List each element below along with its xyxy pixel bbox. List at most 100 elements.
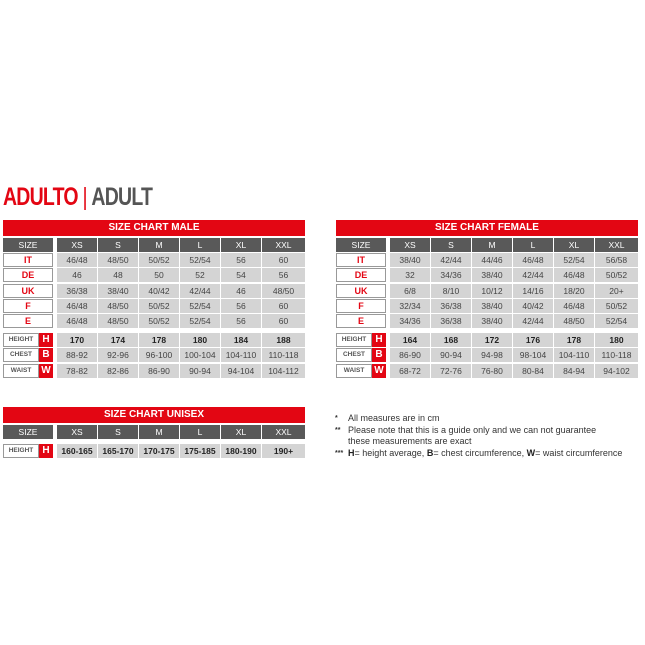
table-cell: 38/40 xyxy=(472,313,512,328)
table-cell: 46 xyxy=(57,268,97,283)
table-cell: 174 xyxy=(98,333,138,348)
region-label: F xyxy=(3,298,53,313)
table-cell: 14/16 xyxy=(513,283,553,298)
table-cell: 36/38 xyxy=(431,298,471,313)
region-label: DE xyxy=(3,268,53,283)
measure-label: WAIST W xyxy=(3,363,53,378)
table-cell: 48/50 xyxy=(98,313,138,328)
size-xxl: XXL xyxy=(262,238,305,252)
table-cell: 72-76 xyxy=(431,363,471,378)
table-cell: 104-112 xyxy=(262,363,305,378)
table-cell: 34/36 xyxy=(431,268,471,283)
note: ** Please note that this is a guide only … xyxy=(335,425,622,448)
table-cell: 176 xyxy=(513,333,553,348)
measure-name: CHEST xyxy=(3,348,39,363)
region-label: IT xyxy=(3,253,53,268)
table-cell: 48 xyxy=(98,268,138,283)
notes: * All measures are in cm ** Please note tha… xyxy=(335,413,622,459)
note-stars: * xyxy=(335,415,338,422)
measure-label: CHEST B xyxy=(336,348,386,363)
table-cell: 48/50 xyxy=(98,298,138,313)
note-key: B xyxy=(426,447,434,458)
table-cell: 104-110 xyxy=(554,348,594,363)
table-cell: 98-104 xyxy=(513,348,553,363)
size-header: SIZE xyxy=(336,238,386,252)
table-cell: 42/44 xyxy=(513,313,553,328)
table-cell: 38/40 xyxy=(98,283,138,298)
table-cell: 164 xyxy=(390,333,430,348)
size-header: SIZE xyxy=(3,238,53,252)
title-separator: | xyxy=(82,183,87,211)
table-cell: 90-94 xyxy=(180,363,220,378)
measure-row-waist: WAIST W 78-82 82-86 86-90 90-94 94-104 104-112 xyxy=(3,363,305,378)
table-cell: 56 xyxy=(221,253,261,268)
size-row-it: IT 38/40 42/44 44/46 46/48 52/54 56/58 xyxy=(336,253,638,268)
table-cell: 40/42 xyxy=(513,298,553,313)
table-cell: 172 xyxy=(472,333,512,348)
header-row: SIZE XS S M L XL XXL xyxy=(336,238,638,252)
table-cell: 180 xyxy=(595,333,638,348)
table-cell: 36/38 xyxy=(431,313,471,328)
table-cell: 50/52 xyxy=(139,298,179,313)
table-cell: 18/20 xyxy=(554,283,594,298)
table-cell: 190+ xyxy=(262,444,305,459)
size-chart-male: SIZE CHART MALE SIZE XS S M L XL XXL IT 46/48 48/5… xyxy=(3,220,305,379)
size-s: S xyxy=(98,238,138,252)
measure-name: CHEST xyxy=(336,348,372,363)
size-m: M xyxy=(139,425,179,439)
table-cell: 38/40 xyxy=(472,268,512,283)
table-cell: 178 xyxy=(139,333,179,348)
table-cell: 86-90 xyxy=(139,363,179,378)
table-cell: 54 xyxy=(221,268,261,283)
measure-label: HEIGHT H xyxy=(336,333,386,348)
table-cell: 56 xyxy=(221,298,261,313)
note-key: H xyxy=(348,447,355,458)
table-cell: 8/10 xyxy=(431,283,471,298)
note-desc: = waist circumference xyxy=(535,447,623,458)
measure-row-waist: WAIST W 68-72 72-76 76-80 80-84 84-94 94-102 xyxy=(336,363,638,378)
table-title: SIZE CHART FEMALE xyxy=(336,220,638,236)
table-cell: 46/48 xyxy=(554,268,594,283)
table-cell: 48/50 xyxy=(262,283,305,298)
table-cell: 175-185 xyxy=(180,444,220,459)
size-row-f: F 32/34 36/38 38/40 40/42 46/48 50/52 xyxy=(336,298,638,313)
page-title: ADULTO | ADULT xyxy=(3,183,153,212)
table-cell: 50/52 xyxy=(595,268,638,283)
table-cell: 60 xyxy=(262,253,305,268)
size-s: S xyxy=(98,425,138,439)
measure-label: CHEST B xyxy=(3,348,53,363)
region-label: F xyxy=(336,298,386,313)
note: *** H= height average, B= chest circumfer… xyxy=(335,448,622,460)
note-desc: = height average, xyxy=(354,447,427,458)
table-cell: 56/58 xyxy=(595,253,638,268)
size-row-de: DE 46 48 50 52 54 56 xyxy=(3,268,305,283)
table-cell: 46/48 xyxy=(57,298,97,313)
table-cell: 52/54 xyxy=(180,253,220,268)
table-cell: 52/54 xyxy=(180,298,220,313)
measure-label: HEIGHT H xyxy=(3,444,53,459)
size-l: L xyxy=(180,238,220,252)
table-cell: 82-86 xyxy=(98,363,138,378)
table-cell: 20+ xyxy=(595,283,638,298)
region-label: E xyxy=(336,313,386,328)
size-xl: XL xyxy=(221,425,261,439)
measure-key: H xyxy=(39,444,53,459)
measure-key: W xyxy=(39,363,53,378)
measure-name: HEIGHT xyxy=(3,333,39,348)
table-cell: 52 xyxy=(180,268,220,283)
table-cell: 50 xyxy=(139,268,179,283)
table-cell: 46 xyxy=(221,283,261,298)
table-cell: 34/36 xyxy=(390,313,430,328)
table-cell: 42/44 xyxy=(431,253,471,268)
measure-name: HEIGHT xyxy=(3,444,39,459)
table-cell: 48/50 xyxy=(554,313,594,328)
measure-key: H xyxy=(372,333,386,348)
table-cell: 110-118 xyxy=(262,348,305,363)
size-xs: XS xyxy=(57,425,97,439)
table-cell: 46/48 xyxy=(513,253,553,268)
size-l: L xyxy=(180,425,220,439)
table-cell: 46/48 xyxy=(57,253,97,268)
size-l: L xyxy=(513,238,553,252)
table-cell: 42/44 xyxy=(180,283,220,298)
measure-row-height: HEIGHT H 160-165 165-170 170-175 175-185 180-1… xyxy=(3,444,305,459)
